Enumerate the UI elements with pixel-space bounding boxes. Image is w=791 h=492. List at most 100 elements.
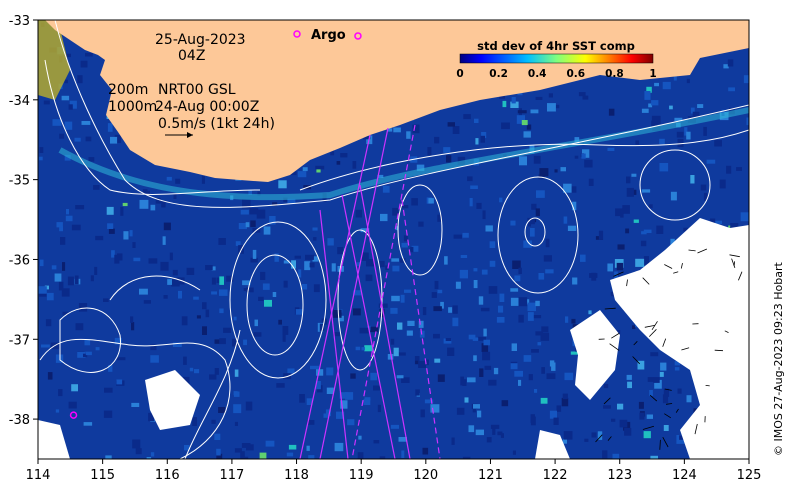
- sst-pixel: [287, 368, 295, 374]
- sst-pixel: [416, 164, 425, 171]
- sst-pixel: [194, 369, 200, 374]
- date-label: 25-Aug-2023: [155, 32, 246, 48]
- sst-pixel: [676, 131, 684, 138]
- sst-pixel: [467, 377, 476, 383]
- sst-pixel: [401, 242, 408, 248]
- sst-pixel: [150, 204, 156, 211]
- sst-pixel: [654, 82, 659, 87]
- sst-pixel: [173, 194, 177, 199]
- sst-pixel: [533, 155, 541, 164]
- velocity-arrow: [662, 437, 669, 448]
- velocity-arrow: [665, 403, 673, 405]
- velocity-arrow: [662, 338, 667, 347]
- lon-tick-label: 123: [607, 468, 632, 483]
- sst-pixel: [110, 136, 118, 144]
- sst-pixel: [556, 405, 562, 412]
- sst-pixel: [659, 138, 665, 145]
- sst-pixel: [353, 308, 361, 316]
- sst-pixel: [643, 229, 652, 233]
- credit-label: © IMOS 27-Aug-2023 09:23 Hobart: [772, 262, 785, 456]
- sst-pixel: [670, 191, 677, 201]
- velocity-scale-label: 0.5m/s (1kt 24h): [158, 116, 275, 132]
- sst-pixel: [517, 110, 527, 114]
- contour-eddy-1-outer: [229, 221, 327, 379]
- sst-pixel: [58, 281, 64, 291]
- sst-pixel: [588, 178, 594, 186]
- sst-pixel: [246, 287, 254, 293]
- sst-pixel: [155, 198, 161, 204]
- sst-pixel: [390, 307, 398, 314]
- sst-pixel: [39, 290, 47, 297]
- sst-pixel: [452, 126, 460, 134]
- sst-pixel: [518, 314, 524, 323]
- sst-pixel: [427, 147, 432, 156]
- sst-pixel: [534, 389, 538, 393]
- colorbar-tick-label: 0.6: [566, 68, 585, 80]
- sst-pixel: [628, 190, 633, 194]
- cloud-gap-southwest: [38, 420, 70, 459]
- sst-pixel: [493, 367, 499, 375]
- sst-pixel: [683, 227, 688, 232]
- sst-pixel: [65, 215, 73, 222]
- sst-pixel: [637, 360, 645, 370]
- colorbar-ticks: 0 0.2 0.4 0.6 0.8 1: [456, 68, 656, 80]
- lon-tick-label: 115: [90, 468, 115, 483]
- sst-pixel: [41, 344, 50, 348]
- sst-pixel: [714, 140, 722, 147]
- sst-pixel: [530, 228, 535, 237]
- sst-pixel: [578, 92, 586, 97]
- sst-pixel: [88, 157, 95, 162]
- sst-pixel: [700, 184, 707, 191]
- sst-pixel: [392, 207, 399, 216]
- sst-pixel: [603, 383, 609, 389]
- sst-pixel: [71, 384, 78, 392]
- sst-pixel: [499, 197, 503, 203]
- sst-pixel: [352, 161, 357, 169]
- lat-tick-label: -35: [9, 174, 30, 189]
- lon-tick-label: 124: [672, 468, 697, 483]
- sst-pixel: [464, 397, 469, 403]
- sst-pixel: [58, 389, 63, 397]
- sst-pixel: [298, 269, 302, 278]
- sst-pixel: [447, 347, 455, 356]
- sst-pixel: [669, 105, 673, 110]
- sst-pixel: [518, 379, 522, 386]
- sst-pixel: [216, 277, 222, 283]
- colorbar: std dev of 4hr SST comp 0 0.2 0.4 0.6 0.8 1: [456, 39, 656, 80]
- sst-pixel: [122, 202, 128, 207]
- sst-pixel: [286, 452, 294, 457]
- sst-pixel: [219, 276, 224, 285]
- sst-pixel: [114, 134, 122, 143]
- sst-pixel: [496, 317, 505, 323]
- sst-pixel: [248, 189, 252, 195]
- sst-pixel: [679, 435, 686, 440]
- sst-pixel: [256, 209, 266, 219]
- sst-pixel: [378, 260, 385, 268]
- sst-pixel: [411, 198, 418, 206]
- sst-pixel: [259, 452, 267, 459]
- sst-pixel: [565, 316, 569, 323]
- sst-pixel: [528, 374, 533, 381]
- sst-pixel: [563, 183, 572, 193]
- velocity-arrow: [664, 388, 672, 391]
- sst-pixel: [363, 135, 371, 140]
- sst-pixel: [468, 425, 475, 433]
- sst-pixel: [214, 433, 221, 440]
- sst-pixel: [250, 257, 258, 263]
- depth-shallow-label: 200m: [108, 82, 148, 98]
- sst-pixel: [398, 352, 406, 356]
- sst-pixel: [390, 338, 395, 345]
- sst-pixel: [443, 147, 451, 153]
- sst-pixel: [437, 374, 445, 382]
- sst-pixel: [488, 286, 498, 294]
- sst-pixel: [81, 121, 91, 125]
- sst-pixel: [387, 128, 393, 132]
- sst-pixel: [297, 171, 307, 178]
- sst-pixel: [602, 450, 608, 459]
- sst-pixel: [518, 297, 528, 307]
- sst-pixel: [387, 354, 394, 360]
- sst-pixel: [391, 295, 400, 302]
- sst-pixel: [148, 412, 155, 422]
- sst-pixel: [638, 401, 644, 409]
- sst-pixel: [598, 230, 604, 240]
